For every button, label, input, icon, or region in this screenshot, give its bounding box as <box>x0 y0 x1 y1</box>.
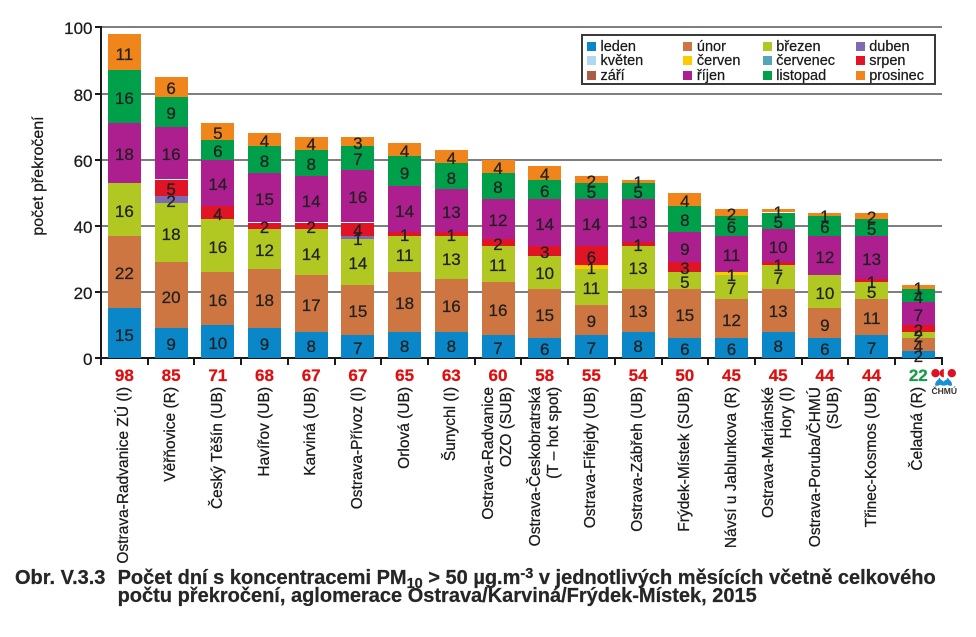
svg-text:ČHMÚ: ČHMÚ <box>932 385 958 396</box>
